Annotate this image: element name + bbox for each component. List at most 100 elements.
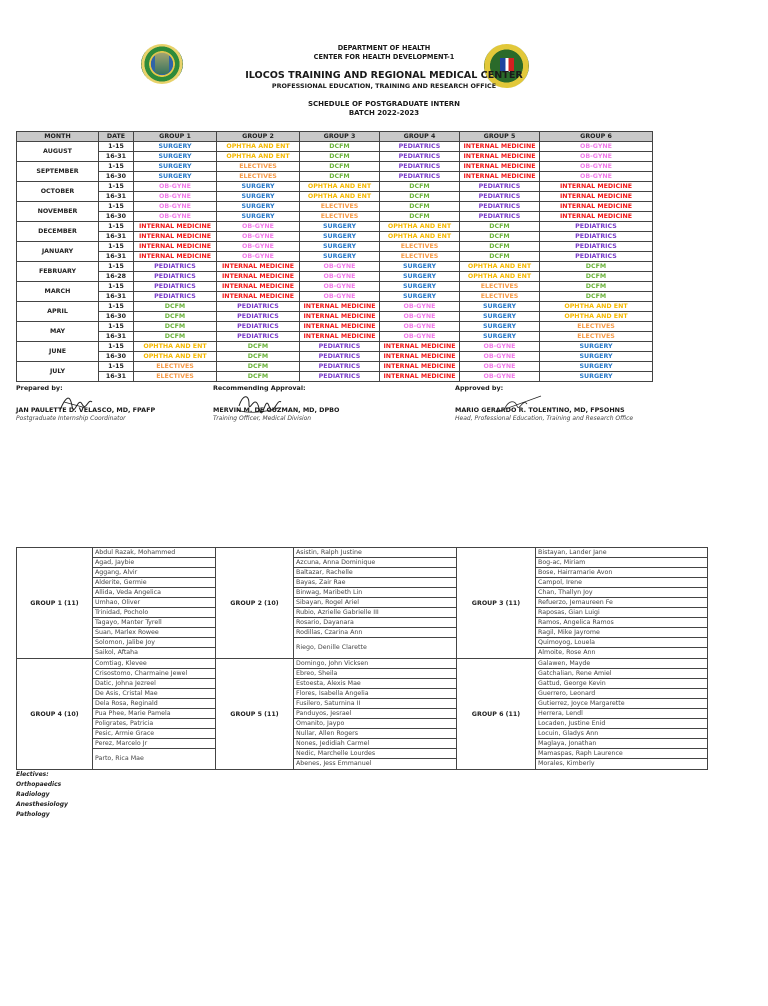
rotation-cell: ELECTIVES bbox=[459, 281, 540, 292]
rotation-cell: PEDIATRICS bbox=[379, 151, 460, 162]
member-name: Locaden, Justine Enid bbox=[536, 719, 707, 729]
member-name: Parto, Rica Mae bbox=[95, 755, 144, 762]
column-header: DATE bbox=[98, 131, 134, 142]
schedule-row: NOVEMBER 1-15 OB-GYNE SURGERY ELECTIVES DCFM P… bbox=[16, 201, 653, 222]
schedule-row: 16-31 INTERNAL MEDICINE OB-GYNE SURGERY ELEC… bbox=[17, 251, 653, 262]
month-cell: NOVEMBER bbox=[16, 201, 99, 222]
elective-item: Anesthesiology bbox=[16, 801, 68, 808]
member-name: Morales, Kimberly bbox=[538, 760, 595, 767]
member-name: Allida, Veda Angelica bbox=[93, 588, 215, 598]
document-batch: BATCH 2022-2023 bbox=[348, 109, 420, 117]
month-cell: SEPTEMBER bbox=[16, 161, 99, 182]
rotation-cell: ELECTIVES bbox=[133, 371, 217, 382]
member-name: Agad, Jaybie bbox=[93, 558, 215, 568]
date-range-cell: 1-15 bbox=[98, 241, 134, 252]
member-name: Umhao, Oliver bbox=[93, 598, 215, 608]
rotation-cell: OB-GYNE bbox=[539, 151, 653, 162]
date-range-cell: 1-15 bbox=[98, 281, 134, 292]
rotation-cell: PEDIATRICS bbox=[459, 201, 540, 212]
signature-icon bbox=[496, 395, 542, 413]
group-label: GROUP 2 (10) bbox=[215, 547, 294, 659]
member-name: Nedic, Marchelle Lourdes bbox=[294, 749, 456, 759]
rotation-cell: SURGERY bbox=[539, 361, 653, 372]
rotation-cell: DCFM bbox=[539, 281, 653, 292]
rotation-cell: OB-GYNE bbox=[216, 251, 300, 262]
rotation-cell: INTERNAL MEDICINE bbox=[539, 191, 653, 202]
rotation-cell: DCFM bbox=[216, 351, 300, 362]
rotation-cell: ELECTIVES bbox=[379, 241, 460, 252]
member-name: Mamaspas, Raph Laurence bbox=[536, 749, 707, 759]
schedule-row: 16-30 OPHTHA AND ENT DCFM PEDIATRICS INTERNA… bbox=[17, 351, 653, 362]
rotation-cell: DCFM bbox=[133, 331, 217, 342]
rotation-cell: PEDIATRICS bbox=[299, 371, 380, 382]
rotation-cell: PEDIATRICS bbox=[299, 361, 380, 372]
recommending-approval-block: Recommending Approval: MERVIN M. DE GUZM… bbox=[213, 384, 413, 429]
rotation-cell: SURGERY bbox=[379, 291, 460, 302]
group-label: GROUP 3 (11) bbox=[456, 547, 536, 659]
rotation-cell: SURGERY bbox=[539, 341, 653, 352]
schedule-row: 16-31 ELECTIVES DCFM PEDIATRICS INTERNAL MED… bbox=[17, 371, 653, 382]
rotation-cell: OB-GYNE bbox=[379, 321, 460, 332]
roster-row: GROUP 1 (11) Abdul Razak, Mohammed Agad, J… bbox=[16, 547, 708, 659]
rotation-cell: PEDIATRICS bbox=[216, 331, 300, 342]
prepared-by-block: Prepared by: JAN PAULETTE D. VELASCO, MD… bbox=[16, 384, 216, 429]
schedule-row: MAY 1-15 DCFM PEDIATRICS INTERNAL MEDICINE OB… bbox=[16, 321, 653, 342]
column-header: GROUP 5 bbox=[459, 131, 540, 142]
header-department: DEPARTMENT OF HEALTH bbox=[337, 44, 431, 52]
rotation-cell: SURGERY bbox=[379, 261, 460, 272]
rotation-cell: INTERNAL MEDICINE bbox=[459, 141, 540, 152]
date-range-cell: 1-15 bbox=[98, 221, 134, 232]
rotation-cell: OB-GYNE bbox=[133, 201, 217, 212]
rotation-cell: SURGERY bbox=[379, 271, 460, 282]
rotation-cell: INTERNAL MEDICINE bbox=[459, 161, 540, 172]
rotation-cell: SURGERY bbox=[459, 301, 540, 312]
rotation-cell: DCFM bbox=[379, 181, 460, 192]
rotation-cell: DCFM bbox=[216, 361, 300, 372]
rotation-cell: INTERNAL MEDICINE bbox=[133, 221, 217, 232]
signature-icon bbox=[59, 397, 93, 411]
date-range-cell: 1-15 bbox=[98, 301, 134, 312]
group-member-list: Comtiag, Klevee Crisostomo, Charmaine Jew… bbox=[92, 658, 216, 770]
schedule-header-row: MONTH DATE GROUP 1 GROUP 2 GROUP 3 GROUP 4 GRO… bbox=[16, 131, 653, 142]
column-header: GROUP 2 bbox=[216, 131, 300, 142]
rotation-cell: OB-GYNE bbox=[539, 171, 653, 182]
rotation-cell: OB-GYNE bbox=[133, 211, 217, 222]
document-title: SCHEDULE OF POSTGRADUATE INTERN bbox=[307, 100, 461, 108]
doh-seal-icon bbox=[484, 44, 529, 88]
rotation-cell: PEDIATRICS bbox=[133, 281, 217, 292]
member-name: Saikol, Aftaha bbox=[95, 649, 138, 656]
date-range-cell: 1-15 bbox=[98, 261, 134, 272]
date-range-cell: 1-15 bbox=[98, 361, 134, 372]
approved-by-name: MARIO GERARDO R. TOLENTINO, MD, FPSOHNS bbox=[455, 406, 625, 414]
rotation-cell: OB-GYNE bbox=[299, 271, 380, 282]
member-name: Nones, Jedidiah Carmel bbox=[294, 739, 456, 749]
rotation-cell: PEDIATRICS bbox=[216, 321, 300, 332]
member-name: Binwag, Maribeth Lin bbox=[294, 588, 456, 598]
member-name: Herrera, Lendl bbox=[536, 709, 707, 719]
approved-by-title: Head, Professional Education, Training a… bbox=[455, 415, 634, 422]
rotation-cell: OPHTHA AND ENT bbox=[379, 221, 460, 232]
rotation-cell: PEDIATRICS bbox=[133, 261, 217, 272]
rotation-cell: PEDIATRICS bbox=[539, 241, 653, 252]
rotation-cell: ELECTIVES bbox=[133, 361, 217, 372]
member-name: Suan, Marlex Rowee bbox=[93, 628, 215, 638]
rotation-cell: PEDIATRICS bbox=[459, 181, 540, 192]
elective-item: Orthopaedics bbox=[16, 781, 62, 788]
roster-body: GROUP 1 (11) Abdul Razak, Mohammed Agad, J… bbox=[16, 547, 708, 770]
rotation-cell: PEDIATRICS bbox=[133, 291, 217, 302]
date-range-cell: 1-15 bbox=[98, 321, 134, 332]
rotation-cell: INTERNAL MEDICINE bbox=[133, 251, 217, 262]
rotation-cell: DCFM bbox=[379, 191, 460, 202]
approved-by-block: Approved by: MARIO GERARDO R. TOLENTINO,… bbox=[455, 384, 705, 429]
date-range-cell: 1-15 bbox=[98, 181, 134, 192]
rotation-cell: DCFM bbox=[459, 221, 540, 232]
rotation-cell: DCFM bbox=[539, 291, 653, 302]
member-name: Sibayan, Rogel Ariel bbox=[294, 598, 456, 608]
rotation-cell: PEDIATRICS bbox=[299, 351, 380, 362]
member-name: Raposas, Gian Luigi bbox=[536, 608, 707, 618]
member-name: Chan, Thallyn Joy bbox=[536, 588, 707, 598]
rotation-cell: SURGERY bbox=[216, 191, 300, 202]
date-range-cell: 16-31 bbox=[98, 331, 134, 342]
schedule-row: 16-31 DCFM PEDIATRICS INTERNAL MEDICINE OB-G… bbox=[17, 331, 653, 342]
rotation-cell: PEDIATRICS bbox=[216, 311, 300, 322]
